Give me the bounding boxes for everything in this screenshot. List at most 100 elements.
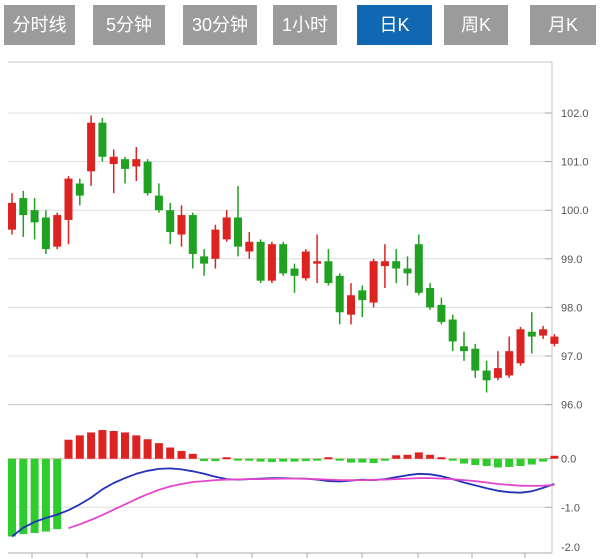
- macd-hist-bar: [267, 458, 276, 463]
- tab-monthly-k[interactable]: 月K: [530, 5, 596, 45]
- macd-hist-bar: [448, 458, 457, 461]
- macd-hist-bar: [539, 458, 548, 462]
- macd-hist-bar: [256, 458, 265, 462]
- candle-body: [143, 161, 152, 194]
- candle-body: [8, 202, 16, 230]
- macd-hist-bar: [53, 458, 62, 530]
- macd-hist-bar: [392, 455, 401, 459]
- tab-30min[interactable]: 30分钟: [183, 5, 257, 45]
- candle-body: [426, 287, 435, 308]
- candle-body: [200, 256, 209, 264]
- macd-hist-bar: [188, 453, 197, 459]
- macd-hist-bar: [98, 430, 107, 459]
- candle-body: [493, 368, 502, 378]
- period-tabbar: 分时线 5分钟 30分钟 1小时 日K 周K 月K: [0, 5, 596, 45]
- candle-body: [414, 244, 423, 293]
- macd-axis-label: 0.0: [561, 454, 576, 466]
- price-axis-label: 98.0: [561, 302, 582, 314]
- macd-hist-bar: [414, 452, 423, 459]
- tab-1hour[interactable]: 1小时: [273, 5, 337, 45]
- candle-body: [403, 268, 412, 274]
- candle-body: [64, 178, 73, 220]
- macd-hist-bar: [143, 439, 152, 459]
- candle-body: [98, 122, 107, 157]
- price-axis-label: 96.0: [561, 400, 582, 412]
- macd-hist-bar: [211, 458, 220, 462]
- candle-body: [380, 261, 389, 267]
- macd-hist-bar: [290, 458, 299, 462]
- macd-hist-bar: [403, 454, 412, 459]
- price-axis-label: 97.0: [561, 351, 582, 363]
- macd-hist-bar: [505, 458, 514, 467]
- macd-hist-bar: [8, 458, 16, 537]
- macd-hist-bar: [121, 432, 129, 459]
- macd-hist-bar: [41, 458, 50, 532]
- candle-body: [527, 331, 536, 337]
- candle-body: [19, 198, 28, 216]
- candle-body: [109, 156, 118, 165]
- macd-hist-bar: [369, 458, 378, 464]
- candle-body: [132, 159, 141, 167]
- macd-hist-bar: [358, 458, 367, 463]
- macd-hist-bar: [335, 458, 344, 461]
- macd-hist-bar: [222, 457, 231, 460]
- macd-hist-bar: [30, 458, 39, 534]
- macd-hist-bar: [347, 458, 355, 463]
- candle-body: [177, 215, 186, 235]
- macd-axis-label: -2.0: [561, 542, 580, 554]
- candle-body: [313, 261, 322, 264]
- candle-body: [75, 183, 84, 196]
- macd-hist-bar: [313, 458, 322, 461]
- candle-body: [121, 159, 129, 169]
- candle-body: [505, 351, 514, 376]
- macd-axis-label: -1.0: [561, 502, 580, 514]
- macd-hist-bar: [245, 458, 254, 461]
- macd-hist-bar: [109, 430, 118, 459]
- candle-body: [30, 210, 39, 223]
- candle-body: [245, 241, 254, 252]
- macd-hist-bar: [426, 454, 435, 459]
- candle-body: [358, 290, 367, 301]
- macd-hist-bar: [471, 458, 480, 466]
- candle-body: [188, 215, 197, 254]
- macd-hist-bar: [482, 458, 491, 466]
- macd-hist-bar: [380, 458, 389, 461]
- tab-weekly-k[interactable]: 周K: [444, 5, 508, 45]
- macd-dea-line: [68, 477, 555, 530]
- macd-hist-bar: [437, 457, 446, 460]
- candle-body: [460, 346, 468, 352]
- candle-body: [539, 329, 548, 336]
- price-axis-label: 102.0: [561, 108, 589, 120]
- tab-daily-k[interactable]: 日K: [357, 5, 432, 45]
- macd-hist-bar: [550, 455, 559, 459]
- macd-hist-bar: [516, 458, 525, 466]
- price-axis-label: 101.0: [561, 157, 589, 169]
- price-axis-label: 100.0: [561, 205, 589, 217]
- candle-body: [482, 370, 491, 381]
- macd-hist-bar: [177, 450, 186, 459]
- candle-body: [154, 195, 163, 211]
- macd-hist-bar: [279, 458, 288, 462]
- candle-body: [324, 261, 333, 284]
- macd-hist-bar: [527, 458, 536, 465]
- candle-body: [87, 122, 96, 172]
- candle-body: [392, 261, 401, 269]
- candle-body: [471, 348, 480, 371]
- macd-hist-bar: [324, 457, 333, 460]
- candle-body: [516, 329, 525, 364]
- macd-hist-bar: [132, 435, 141, 459]
- tab-time-line[interactable]: 分时线: [4, 5, 75, 45]
- candle-body: [335, 275, 344, 313]
- candle-body: [437, 304, 446, 322]
- candle-body: [234, 217, 242, 247]
- candle-body: [301, 251, 310, 279]
- macd-hist-bar: [234, 458, 242, 461]
- macd-hist-bar: [166, 447, 175, 459]
- candle-body: [290, 268, 299, 276]
- tab-5min[interactable]: 5分钟: [93, 5, 165, 45]
- macd-hist-bar: [154, 443, 163, 459]
- macd-hist-bar: [301, 458, 310, 462]
- candle-body: [279, 244, 288, 274]
